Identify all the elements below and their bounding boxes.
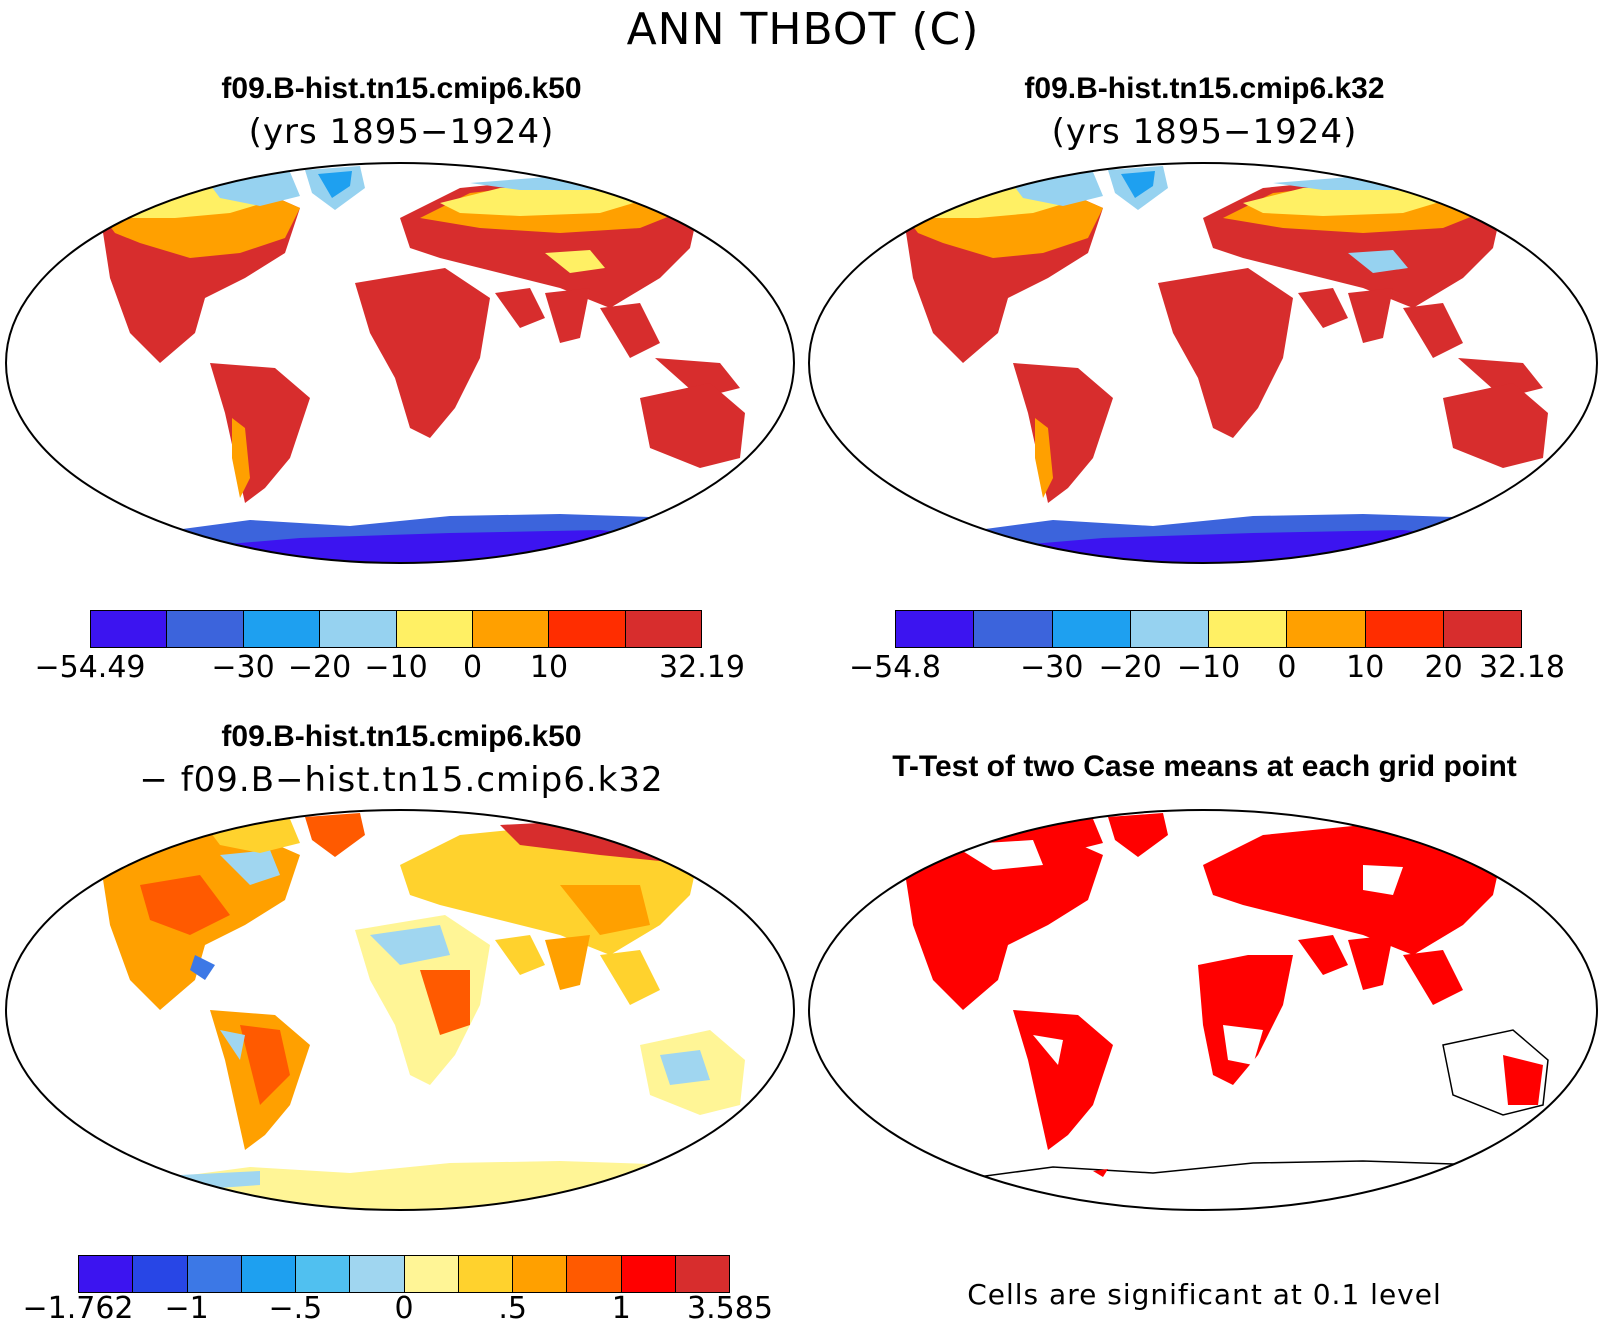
colorbar-tick-label: 3.585 (687, 1291, 773, 1326)
colorbar-swatch (675, 1256, 729, 1292)
panel-subtitle-difference: − f09.B−hist.tn15.cmip6.k32 (139, 760, 664, 800)
colorbar-swatch (1287, 611, 1366, 647)
panel-title-difference: f09.B-hist.tn15.cmip6.k50 (221, 720, 582, 753)
panel-subtitle-case2: (yrs 1895−1924) (1051, 112, 1358, 152)
colorbar-swatch (472, 611, 550, 647)
map-difference (5, 809, 795, 1211)
colorbar-tick-label: 10 (529, 650, 569, 685)
colorbar-swatch (296, 1256, 351, 1292)
colorbar-swatch (404, 1256, 459, 1292)
colorbar-swatch (458, 1256, 513, 1292)
colorbar-ticks: −54.8 −30 −20 −10 0 10 20 32.18 (849, 650, 1565, 690)
colorbar-tick-label: −1.762 (22, 1291, 134, 1326)
colorbar-swatch (241, 1256, 296, 1292)
colorbar-swatch (396, 611, 473, 647)
colorbar-tick-label: 0 (394, 1291, 414, 1326)
map-case1 (5, 162, 795, 564)
colorbar-swatch (549, 611, 626, 647)
figure-title: ANN THBOT (C) (626, 4, 980, 55)
colorbar-tick-label: −54.49 (34, 650, 146, 685)
colorbar-swatch (513, 1256, 568, 1292)
map-ttest (808, 809, 1598, 1211)
colorbar-tick-label: −30 (1020, 650, 1084, 685)
map-case2 (808, 162, 1598, 564)
significance-footnote: Cells are significant at 0.1 level (967, 1278, 1442, 1311)
colorbar-swatch (1365, 611, 1444, 647)
colorbar-tick-label: −10 (1176, 650, 1241, 685)
colorbar-tick-label: −20 (287, 650, 352, 685)
colorbar-swatch (1130, 611, 1209, 647)
colorbar-case1: −54.49 −30 −20 −10 0 10 32.19 (34, 610, 745, 700)
colorbar-tick-label: 1 (611, 1291, 631, 1326)
colorbar-swatch (1052, 611, 1131, 647)
colorbar-swatch (320, 611, 397, 647)
colorbar-tick-label: 20 (1424, 650, 1463, 685)
colorbar-tick-label: 32.18 (1479, 650, 1565, 685)
colorbar-tick-label: −.5 (268, 1291, 323, 1326)
colorbar-swatch (1443, 611, 1521, 647)
colorbar-ticks: −1.762 −1 −.5 0 .5 1 3.585 (22, 1291, 772, 1326)
colorbar-tick-label: −54.8 (849, 650, 941, 685)
panel-title-case1: f09.B-hist.tn15.cmip6.k50 (221, 72, 582, 105)
colorbar-swatches (895, 610, 1522, 648)
colorbar-tick-label: 32.19 (659, 650, 745, 685)
colorbar-swatch (79, 1256, 134, 1292)
colorbar-tick-label: −30 (211, 650, 275, 685)
colorbar-swatch (350, 1256, 405, 1292)
colorbar-swatch (187, 1256, 242, 1292)
colorbar-tick-label: −10 (364, 650, 428, 685)
colorbar-swatch (1209, 611, 1288, 647)
colorbar-tick-label: −1 (164, 1291, 209, 1326)
colorbar-tick-label: .5 (498, 1291, 527, 1326)
colorbar-tick-label: 10 (1346, 650, 1385, 685)
colorbar-ticks: −54.49 −30 −20 −10 0 10 32.19 (34, 650, 744, 690)
colorbar-swatch (974, 611, 1053, 647)
panel-subtitle-case1: (yrs 1895−1924) (248, 112, 555, 152)
colorbar-tick-label: 0 (1277, 650, 1297, 685)
colorbar-difference: −1.762 −1 −.5 0 .5 1 3.585 (22, 1255, 773, 1326)
colorbar-swatch (91, 611, 168, 647)
significant-cells (903, 813, 1543, 1150)
colorbar-tick-label: 0 (462, 650, 483, 685)
colorbar-swatches (90, 610, 702, 648)
colorbar-swatch (243, 611, 321, 647)
colorbar-swatch (167, 611, 244, 647)
panel-title-case2: f09.B-hist.tn15.cmip6.k32 (1024, 72, 1385, 105)
colorbar-swatches (78, 1255, 730, 1293)
colorbar-swatch (625, 611, 701, 647)
panel-title-ttest: T-Test of two Case means at each grid po… (892, 750, 1517, 783)
colorbar-swatch (567, 1256, 622, 1292)
colorbar-swatch (621, 1256, 676, 1292)
colorbar-case2: −54.8 −30 −20 −10 0 10 20 32.18 (849, 610, 1565, 700)
colorbar-tick-label: −20 (1098, 650, 1162, 685)
colorbar-swatch (896, 611, 975, 647)
colorbar-swatch (133, 1256, 188, 1292)
